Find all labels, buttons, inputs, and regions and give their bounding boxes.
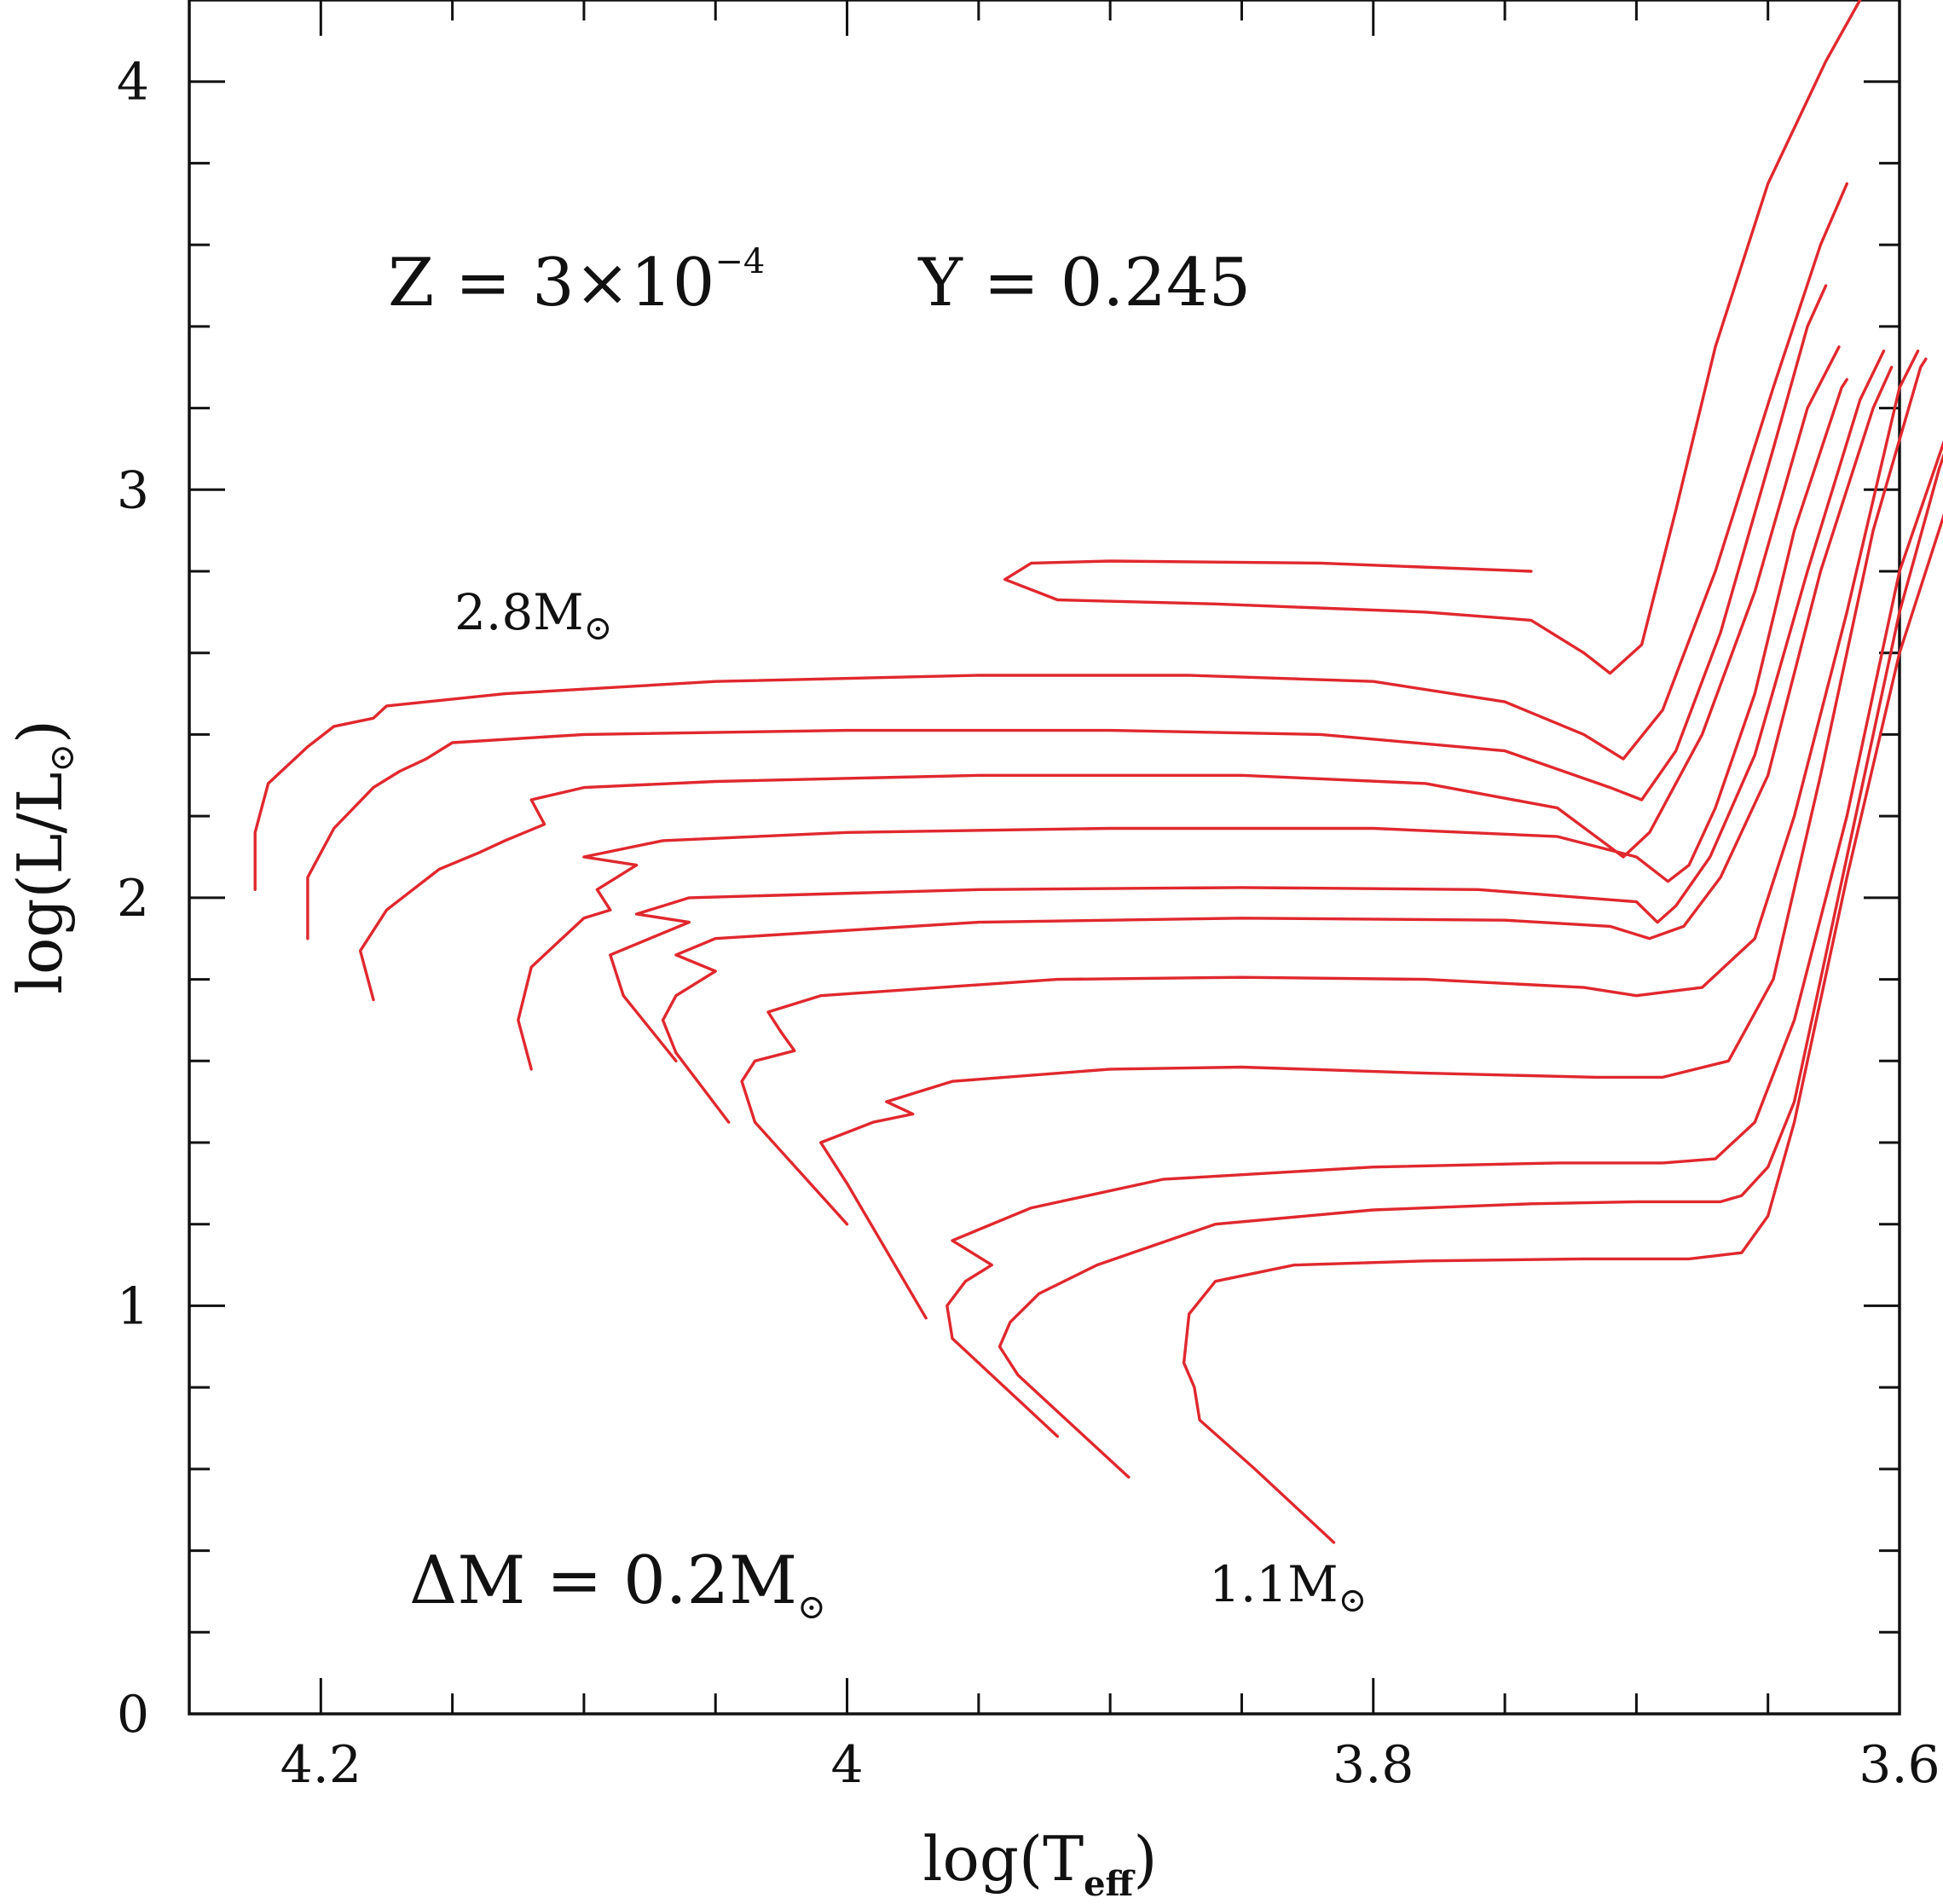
bottom-mass-text: 1.1M (1209, 1555, 1339, 1613)
y-tick-label: 3 (117, 460, 149, 520)
track-1-7msun (819, 357, 1928, 1320)
metallicity-exponent: −4 (714, 242, 765, 281)
track-1-5msun (945, 440, 1943, 1438)
track-1-9msun (740, 349, 1920, 1226)
track-2-9msun (306, 284, 1828, 940)
track-3-3msun (1003, 0, 1862, 675)
x-axis-title-sub: eff (1084, 1864, 1135, 1904)
evolutionary-tracks (253, 0, 1943, 1544)
delta-mass-solar-symbol: ⊙ (797, 1588, 826, 1627)
delta-mass-label: ΔM = 0.2M⊙ (409, 1542, 826, 1627)
tick-labels: 4.2 4 3.8 3.6 0 1 2 3 4 (117, 53, 1940, 1795)
y-axis-title-symbol: ⊙ (43, 744, 82, 773)
track-2-3msun (609, 349, 1886, 1062)
bottom-mass-solar-symbol: ⊙ (1339, 1581, 1368, 1620)
metallicity-text: Z = 3×10 (388, 245, 714, 321)
y-axis-title-close: ) (4, 720, 76, 744)
y-axis-title: log(L/L⊙) (4, 720, 82, 994)
x-tick-label: 4 (830, 1735, 863, 1795)
x-axis-title-main: log(T (923, 1823, 1084, 1895)
x-axis-title: log(Teff) (923, 1823, 1158, 1904)
top-mass-text: 2.8M (454, 583, 584, 641)
bottom-mass-label: 1.1M⊙ (1209, 1555, 1367, 1620)
top-mass-label: 2.8M⊙ (454, 583, 612, 648)
y-tick-label: 4 (117, 53, 149, 113)
x-tick-label: 4.2 (280, 1735, 361, 1795)
axis-ticks (189, 0, 1900, 1714)
helium-text: Y = 0.245 (917, 245, 1251, 321)
track-2-1msun (661, 366, 1894, 1124)
x-tick-label: 3.8 (1333, 1735, 1414, 1795)
y-tick-label: 1 (117, 1276, 149, 1336)
top-mass-solar-symbol: ⊙ (584, 609, 613, 648)
plot-frame (188, 0, 1901, 1716)
x-axis-title-close: ) (1133, 1823, 1157, 1895)
track-1-3msun (998, 453, 1943, 1479)
track-1-1msun (1182, 512, 1943, 1544)
track-3-1msun (253, 182, 1848, 891)
y-tick-label: 2 (117, 869, 149, 929)
composition-label: Z = 3×10−4 Y = 0.245 (388, 242, 1251, 321)
track-2-7msun (358, 345, 1841, 1002)
track-2-5msun (517, 378, 1848, 1071)
y-tick-label: 0 (117, 1685, 149, 1745)
delta-mass-text: ΔM = 0.2M (409, 1542, 797, 1619)
x-tick-label: 3.6 (1859, 1735, 1940, 1795)
y-axis-title-main: log(L/L (4, 773, 76, 994)
